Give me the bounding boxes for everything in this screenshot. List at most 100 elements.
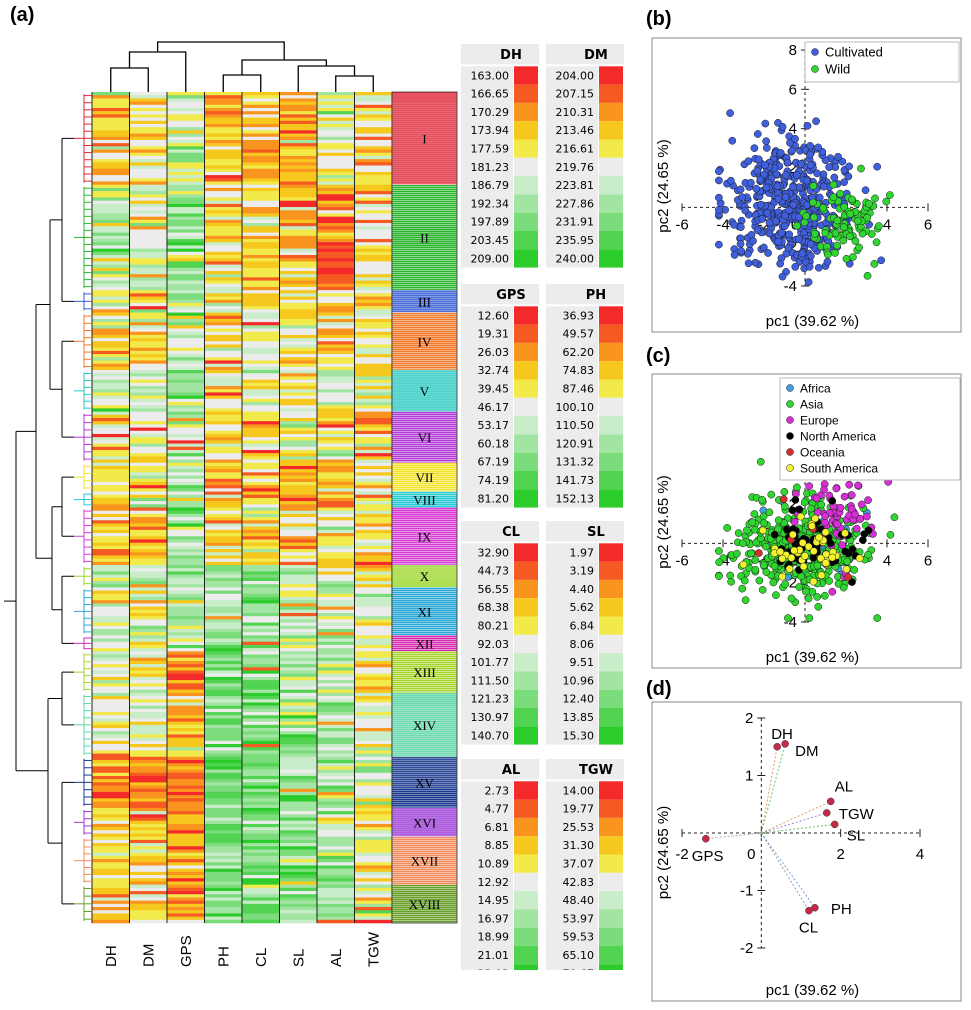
- heatmap-cell: [279, 200, 318, 205]
- data-point: [817, 571, 826, 580]
- heatmap-cell: [242, 350, 280, 355]
- data-point: [790, 546, 799, 555]
- heatmap-cell: [92, 283, 130, 288]
- heatmap-cell: [354, 398, 393, 403]
- heatmap-cell: [167, 785, 205, 790]
- heatmap-cell: [354, 731, 393, 735]
- data-point: [848, 195, 856, 204]
- heatmap-cell: [167, 839, 205, 844]
- heatmap-cell: [92, 478, 130, 483]
- heatmap-cell: [204, 162, 243, 166]
- heatmap-cell: [167, 779, 205, 783]
- heatmap-cell: [92, 459, 130, 464]
- heatmap-cell: [317, 200, 355, 205]
- heatmap-cell: [354, 130, 393, 134]
- heatmap-cell: [354, 251, 393, 256]
- cluster-label: XI: [418, 604, 432, 619]
- heatmap-cell: [279, 715, 318, 719]
- heatmap-cell: [167, 187, 205, 192]
- legend-swatch: [599, 361, 623, 380]
- legend-value: 231.91: [556, 216, 595, 229]
- heatmap-cell: [204, 280, 243, 285]
- heatmap-cell: [317, 360, 355, 364]
- heatmap-cell: [129, 357, 168, 361]
- heatmap-cell: [279, 558, 318, 563]
- heatmap-cell: [317, 820, 355, 825]
- legend-entry: Africa: [800, 382, 831, 396]
- legend-value-bg: [461, 489, 513, 508]
- data-point: [776, 149, 785, 157]
- heatmap-cell: [242, 213, 280, 217]
- heatmap-cell: [92, 232, 130, 237]
- legend-value-bg: [546, 102, 598, 122]
- heatmap-cell: [354, 830, 393, 834]
- heatmap-cell: [242, 127, 280, 131]
- heatmap-cell: [317, 95, 355, 99]
- heatmap-cell: [129, 424, 168, 428]
- heatmap-cell: [129, 184, 168, 189]
- heatmap-cell: [242, 628, 280, 633]
- heatmap-cell: [129, 628, 168, 633]
- heatmap-cell: [317, 465, 355, 470]
- heatmap-cell: [167, 344, 205, 348]
- legend-swatch: [599, 324, 623, 343]
- heatmap-cell: [129, 843, 168, 847]
- data-point: [785, 230, 794, 239]
- heatmap-cell: [354, 347, 393, 352]
- heatmap-cell: [317, 184, 355, 189]
- heatmap-cell: [204, 270, 243, 275]
- heatmap-cell: [204, 632, 243, 636]
- data-point: [834, 152, 842, 161]
- heatmap-cell: [92, 843, 130, 847]
- data-point: [886, 530, 895, 539]
- heatmap-cell: [204, 750, 243, 754]
- heatmap-cell: [317, 152, 355, 157]
- heatmap-cell: [354, 107, 393, 112]
- heatmap-cell: [167, 887, 205, 892]
- heatmap-cell: [242, 370, 280, 374]
- heatmap-cell: [279, 171, 318, 176]
- loading-point: [702, 835, 710, 843]
- heatmap-cell: [317, 744, 355, 748]
- heatmap-cell: [129, 517, 168, 521]
- legend-value: 70.67: [563, 967, 595, 970]
- heatmap-cell: [354, 232, 393, 237]
- heatmap-cell: [204, 175, 243, 179]
- heatmap-cell: [92, 574, 130, 579]
- legend-value-bg: [461, 616, 513, 635]
- legend-value-bg: [546, 927, 598, 946]
- heatmap-cell: [317, 737, 355, 742]
- legend-swatch: [514, 891, 538, 910]
- heatmap-cell: [129, 731, 168, 735]
- legend-header-bg: [461, 284, 539, 305]
- data-point: [790, 517, 799, 526]
- heatmap-cell: [204, 763, 243, 767]
- heatmap-cell: [204, 699, 243, 703]
- heatmap-cell: [279, 763, 318, 767]
- heatmap-cell: [354, 427, 393, 432]
- heatmap-cell: [92, 350, 130, 355]
- heatmap-cell: [354, 433, 393, 438]
- heatmap-cell: [92, 95, 130, 99]
- cluster-block: [392, 411, 457, 463]
- heatmap-cell: [92, 117, 130, 122]
- heatmap-cell: [167, 788, 205, 793]
- heatmap-cell: [242, 817, 280, 822]
- heatmap-cell: [242, 648, 280, 652]
- heatmap-cell: [129, 427, 168, 432]
- heatmap-cell: [317, 542, 355, 547]
- heatmap-cell: [279, 216, 318, 221]
- heatmap-cell: [354, 676, 393, 681]
- heatmap-cell: [354, 648, 393, 652]
- heatmap-cell: [317, 894, 355, 898]
- data-point: [804, 542, 813, 551]
- legend-swatch: [514, 84, 538, 103]
- heatmap-cell: [279, 146, 318, 150]
- heatmap-cell: [167, 184, 205, 189]
- data-point: [778, 554, 787, 563]
- data-point: [857, 164, 865, 173]
- heatmap-cell: [129, 616, 168, 620]
- legend-swatch: [599, 653, 623, 672]
- heatmap-cell: [317, 574, 355, 579]
- data-point: [814, 263, 823, 272]
